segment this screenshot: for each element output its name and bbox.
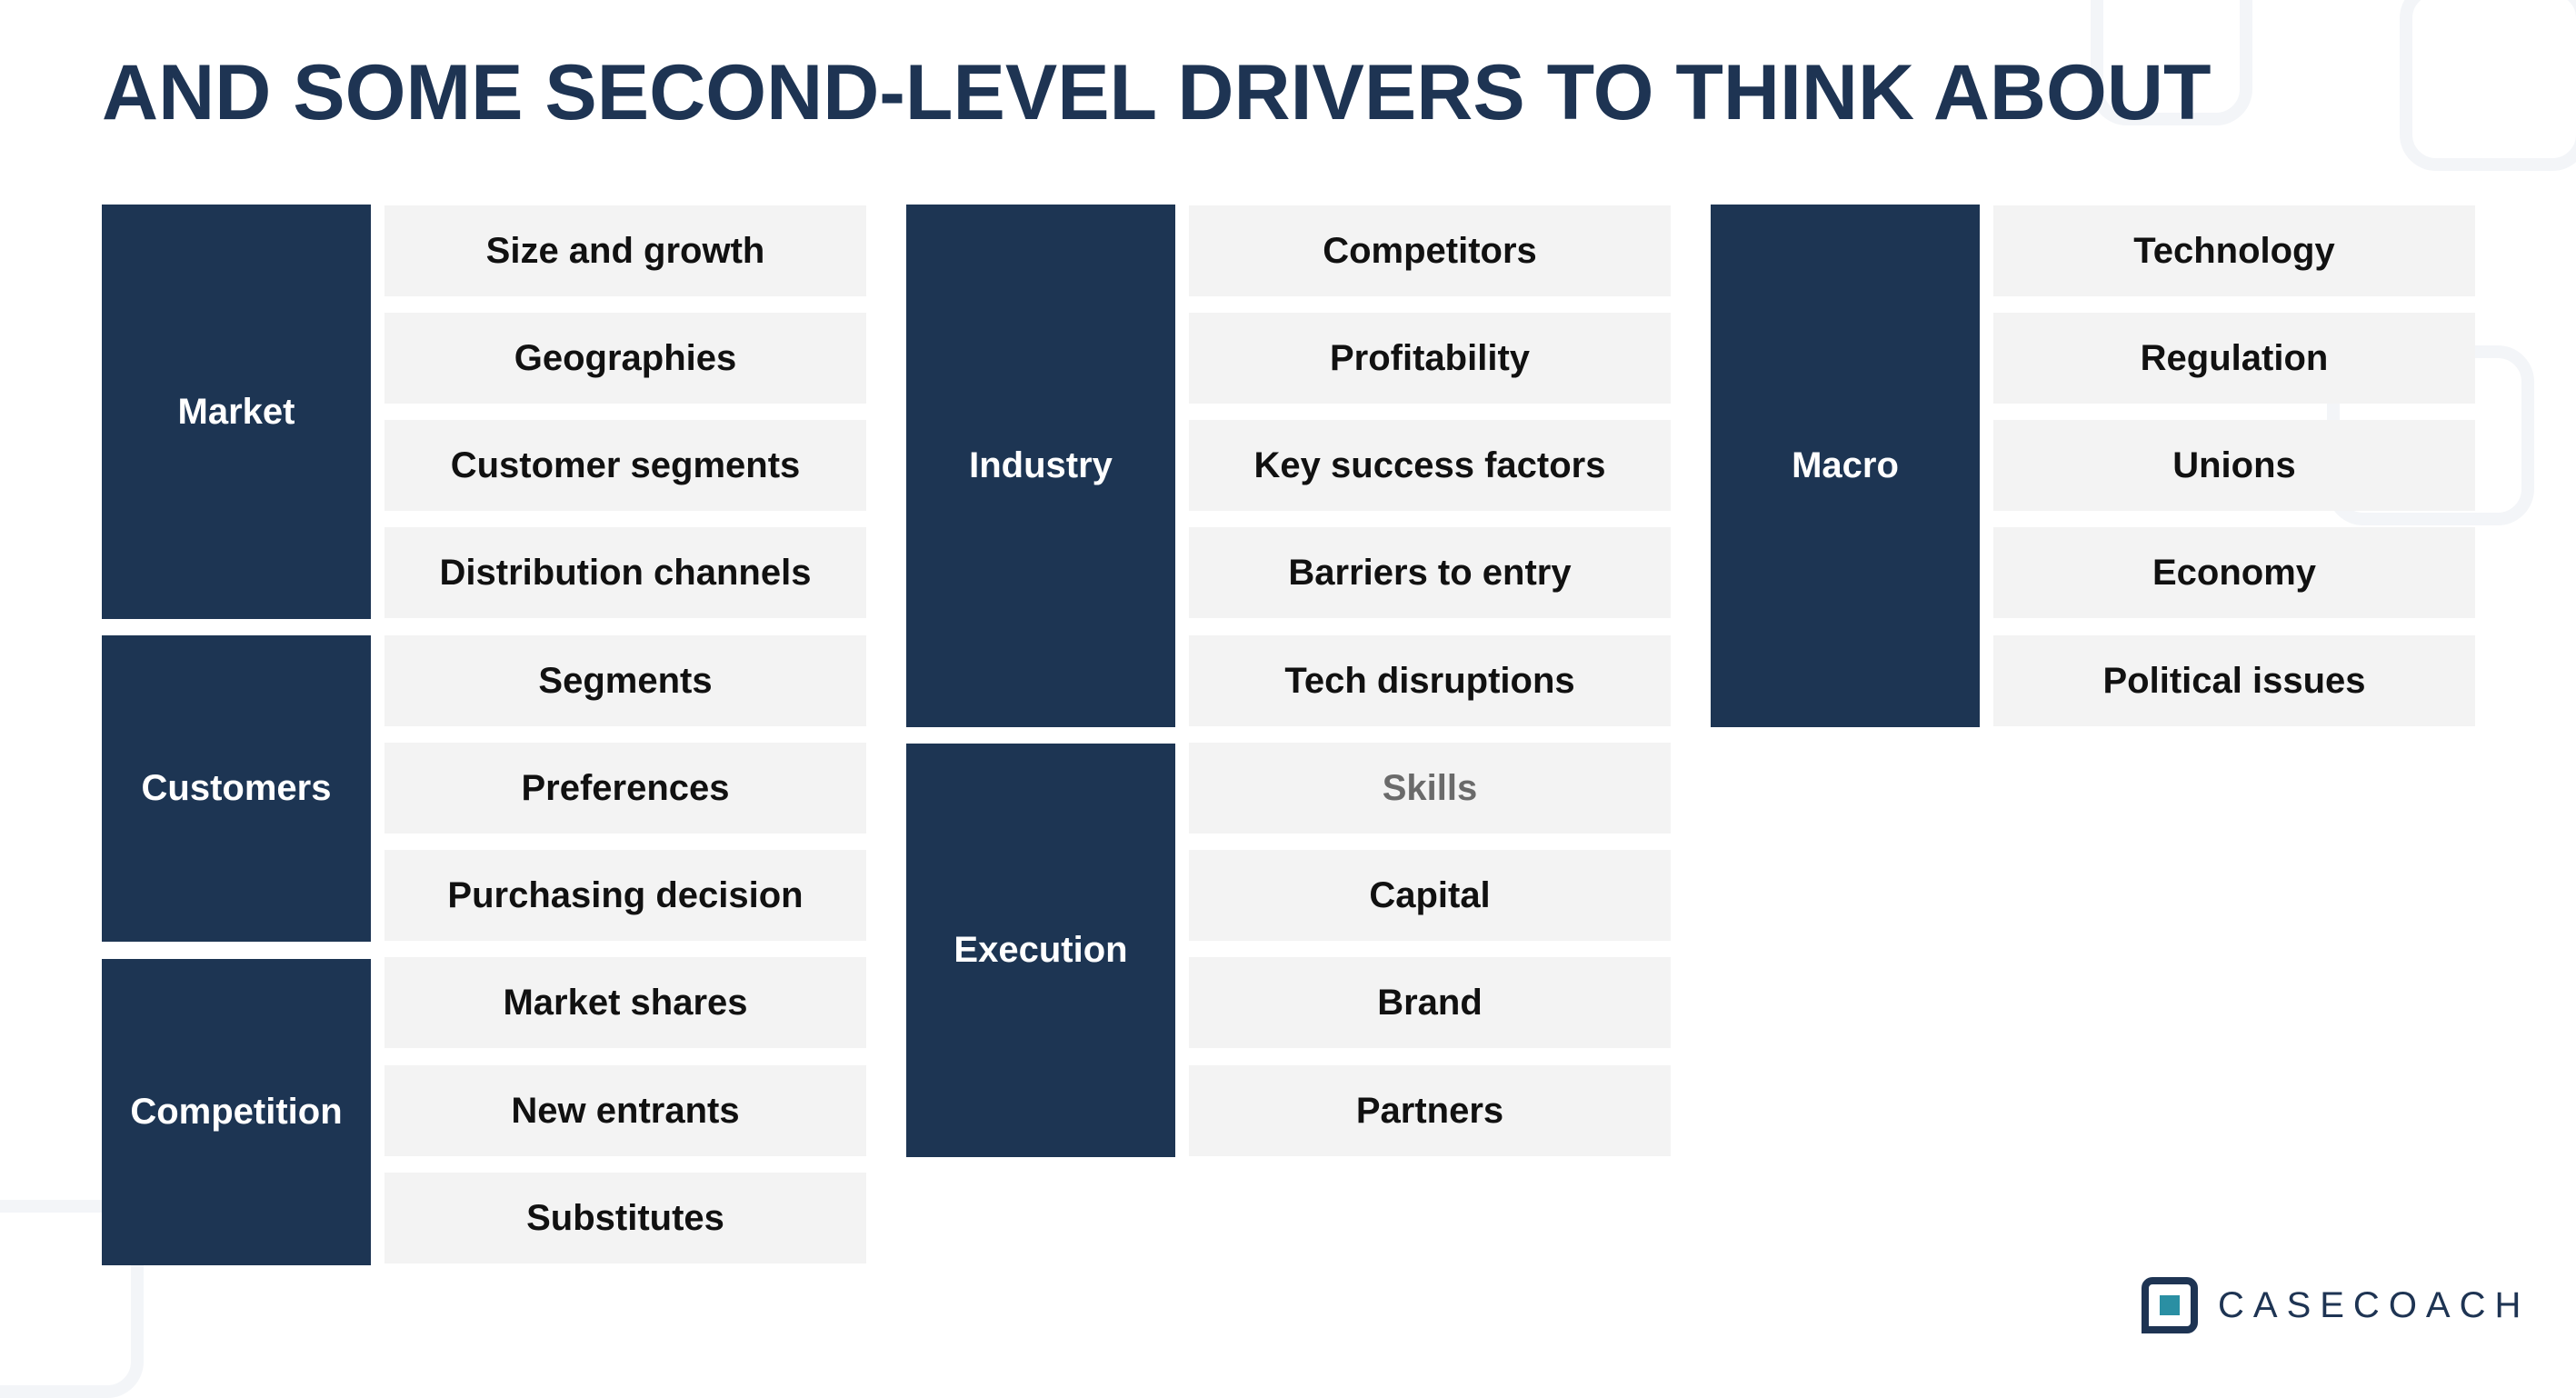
category-competition: Competition bbox=[102, 959, 371, 1265]
driver-item: Partners bbox=[1189, 1065, 1671, 1156]
driver-item: Technology bbox=[1993, 205, 2475, 296]
driver-item-label: Tech disruptions bbox=[1284, 660, 1575, 701]
driver-item: Barriers to entry bbox=[1189, 527, 1671, 618]
category-label: Industry bbox=[969, 445, 1113, 485]
driver-item-label: Competitors bbox=[1323, 230, 1537, 271]
logo-text: CASECOACH bbox=[2218, 1284, 2531, 1325]
driver-item-label: Segments bbox=[538, 660, 713, 701]
driver-item-label: Customer segments bbox=[450, 444, 801, 485]
driver-item-label: Size and growth bbox=[485, 230, 765, 271]
driver-item: Unions bbox=[1993, 420, 2475, 511]
driver-item: Capital bbox=[1189, 850, 1671, 941]
category-label: Execution bbox=[954, 930, 1128, 970]
driver-item-label: Key success factors bbox=[1253, 444, 1606, 485]
category-market: Market bbox=[102, 205, 371, 619]
driver-item: New entrants bbox=[384, 1065, 866, 1156]
driver-item-label: Distribution channels bbox=[439, 552, 812, 593]
driver-item: Market shares bbox=[384, 957, 866, 1048]
driver-item: Size and growth bbox=[384, 205, 866, 296]
driver-item-label: Purchasing decision bbox=[447, 874, 804, 915]
driver-item-label: Substitutes bbox=[526, 1197, 724, 1238]
driver-item: Competitors bbox=[1189, 205, 1671, 296]
driver-item: Preferences bbox=[384, 743, 866, 834]
background-decoration bbox=[2091, 0, 2252, 125]
driver-item-label: Geographies bbox=[514, 337, 737, 378]
driver-item-label: Profitability bbox=[1329, 337, 1531, 378]
driver-item-label: Preferences bbox=[521, 767, 730, 808]
driver-item-label: Partners bbox=[1355, 1090, 1504, 1131]
driver-item: Geographies bbox=[384, 313, 866, 404]
driver-item: Customer segments bbox=[384, 420, 866, 511]
driver-item-label: Skills bbox=[1382, 767, 1478, 808]
driver-item: Skills bbox=[1189, 743, 1671, 834]
category-industry: Industry bbox=[906, 205, 1175, 727]
casecoach-logo: CASECOACH bbox=[2142, 1277, 2530, 1333]
driver-item: Political issues bbox=[1993, 635, 2475, 726]
driver-item: Segments bbox=[384, 635, 866, 726]
driver-item: Key success factors bbox=[1189, 420, 1671, 511]
driver-item: Purchasing decision bbox=[384, 850, 866, 941]
driver-item: Tech disruptions bbox=[1189, 635, 1671, 726]
driver-item-label: Barriers to entry bbox=[1288, 552, 1572, 593]
driver-item-label: Regulation bbox=[2140, 337, 2329, 378]
driver-item-label: Capital bbox=[1369, 874, 1491, 915]
driver-item-label: Political issues bbox=[2102, 660, 2366, 701]
category-label: Customers bbox=[141, 768, 332, 808]
category-customers: Customers bbox=[102, 635, 371, 942]
page-title: AND SOME SECOND-LEVEL DRIVERS TO THINK A… bbox=[102, 49, 2212, 136]
background-decoration bbox=[2400, 0, 2576, 171]
driver-item: Substitutes bbox=[384, 1173, 866, 1263]
category-label: Market bbox=[177, 391, 295, 432]
category-execution: Execution bbox=[906, 744, 1175, 1157]
driver-item-label: Unions bbox=[2172, 444, 2296, 485]
casecoach-logo-icon bbox=[2142, 1277, 2198, 1333]
driver-item: Profitability bbox=[1189, 313, 1671, 404]
driver-item-label: Market shares bbox=[503, 982, 748, 1023]
driver-item: Distribution channels bbox=[384, 527, 866, 618]
driver-item-label: Technology bbox=[2133, 230, 2335, 271]
category-macro: Macro bbox=[1711, 205, 1980, 727]
driver-item-label: New entrants bbox=[511, 1090, 740, 1131]
driver-item-label: Economy bbox=[2152, 552, 2317, 593]
driver-item: Regulation bbox=[1993, 313, 2475, 404]
driver-item-label: Brand bbox=[1377, 982, 1483, 1023]
driver-item: Economy bbox=[1993, 527, 2475, 618]
driver-item: Brand bbox=[1189, 957, 1671, 1048]
category-label: Macro bbox=[1792, 445, 1899, 485]
category-label: Competition bbox=[130, 1092, 343, 1132]
